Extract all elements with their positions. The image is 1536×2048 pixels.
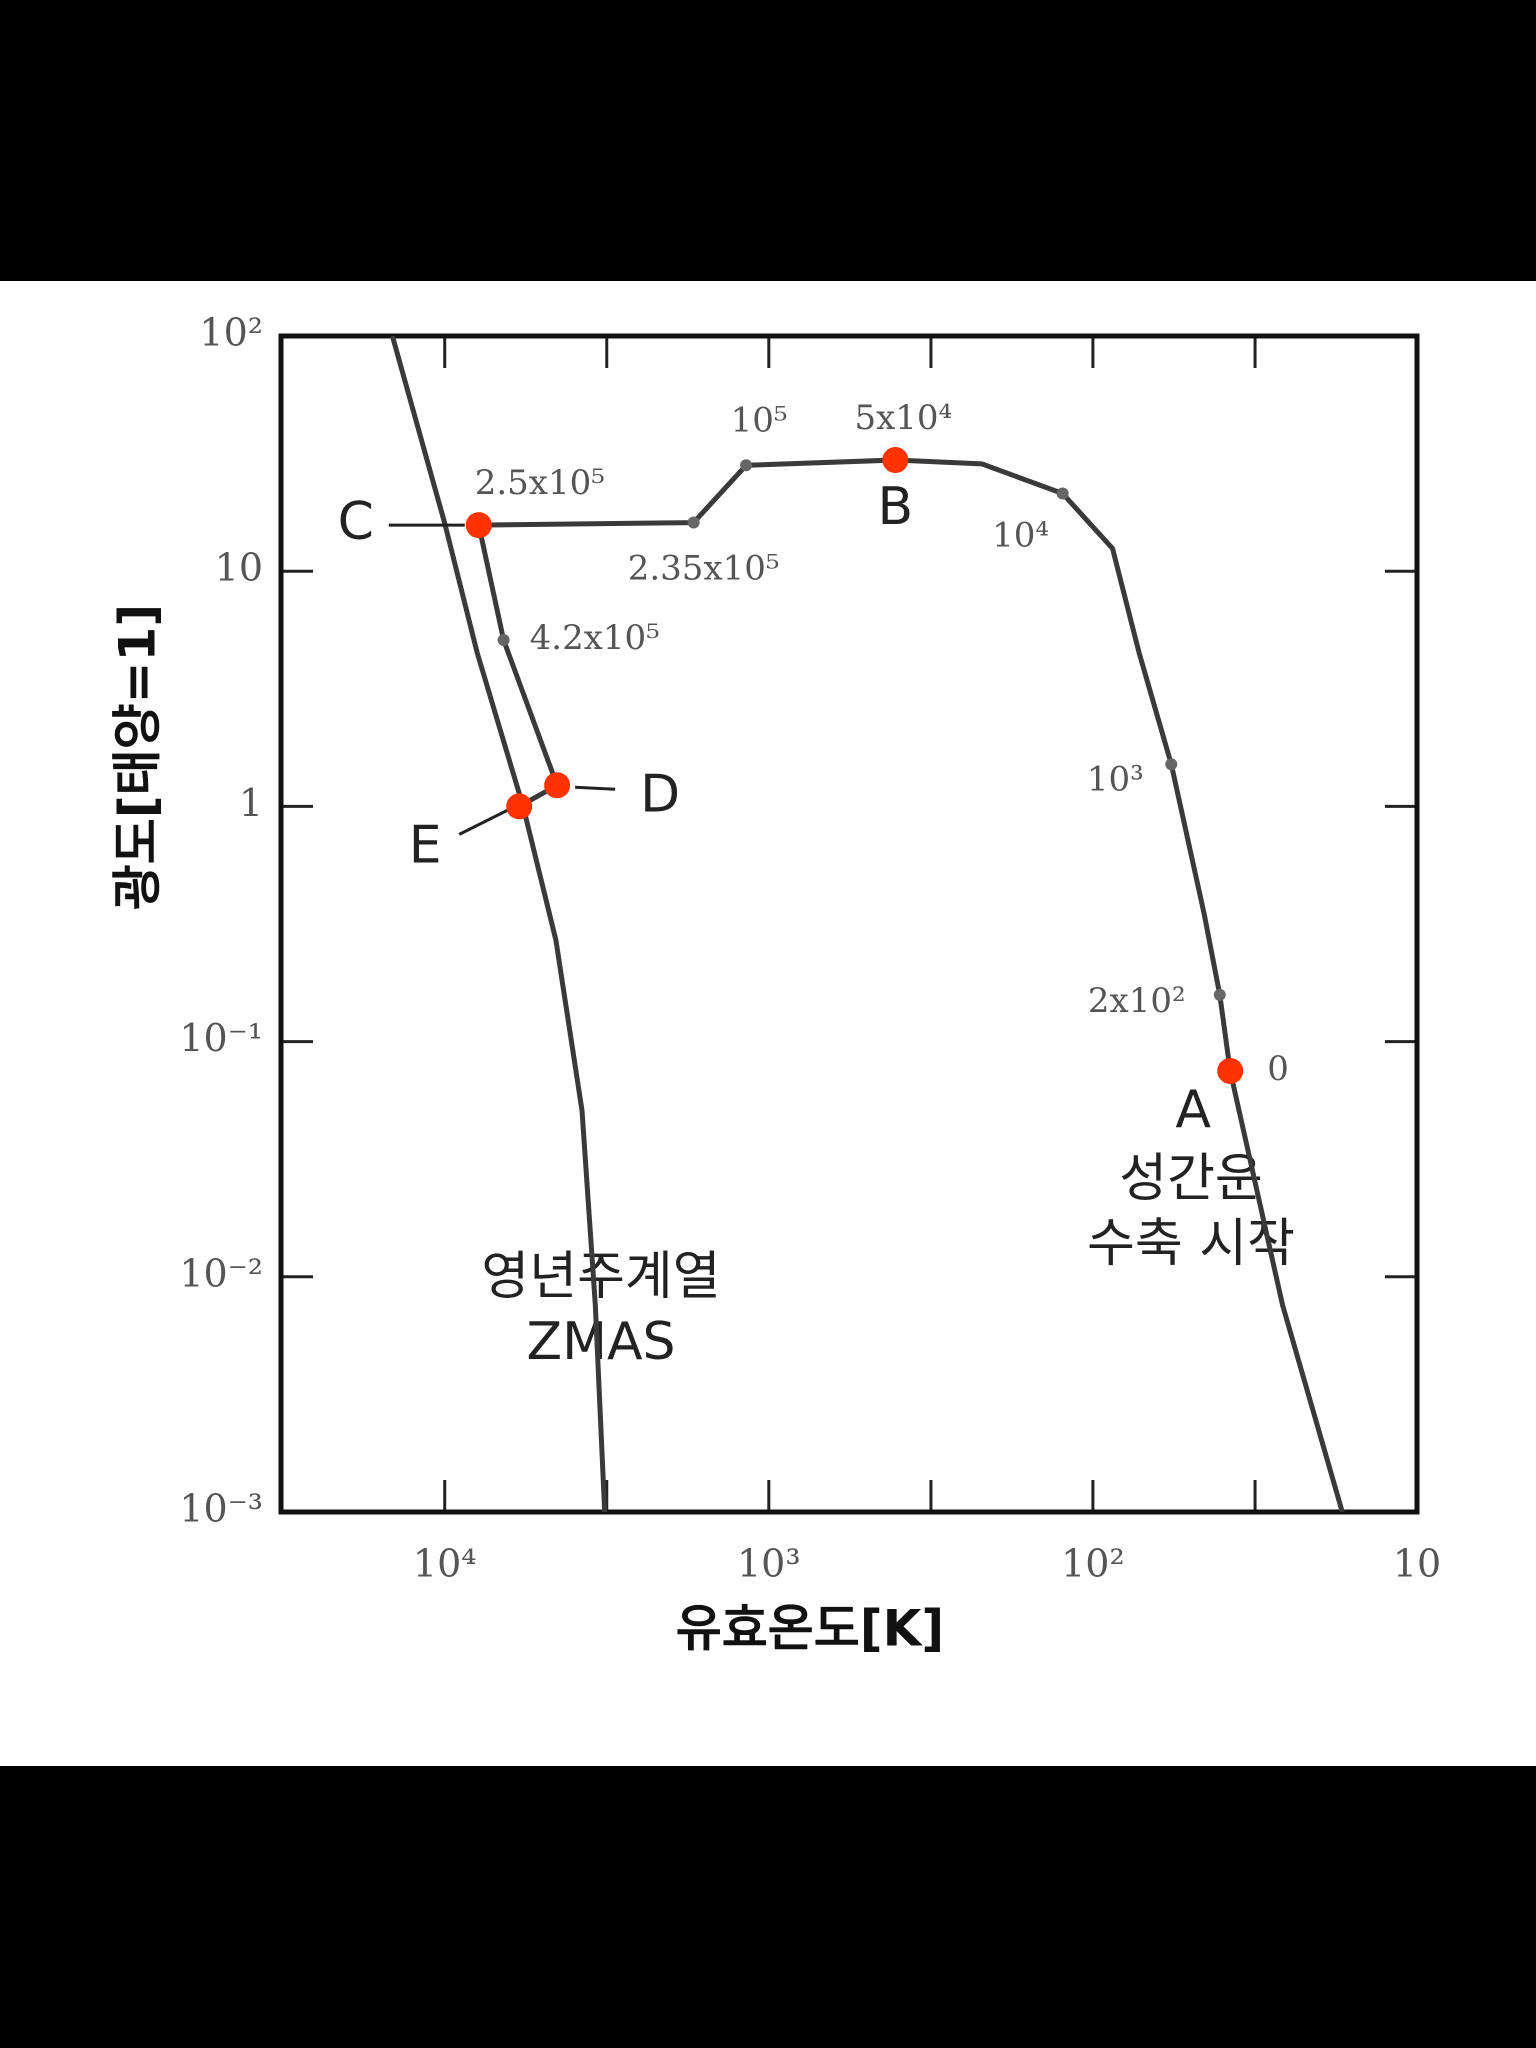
annotation: 성간운 [1119,1149,1263,1209]
x-tick-label: 10⁴ [413,1542,477,1586]
y-tick-label: 10² [199,311,263,355]
stage-point [506,793,533,820]
age-label: 2.35x10⁵ [628,549,780,589]
stage-point [465,512,492,539]
x-tick-label: 10² [1061,1542,1125,1586]
stage-age-label: 0 [1267,1049,1289,1089]
annotation: ZMAS [526,1312,675,1372]
leader-line [575,785,616,791]
series-line [389,336,608,1512]
age-label: 2x10² [1088,981,1186,1021]
stage-point [1217,1057,1244,1084]
stage-label: A [1175,1080,1211,1140]
stage-point [882,447,909,474]
y-axis-label: 광도[태양=1] [109,604,167,910]
age-point [1213,988,1226,1001]
x-tick-label: 10 [1393,1542,1441,1586]
y-tick-label: 10⁻² [179,1251,263,1295]
age-label: 4.2x10⁵ [530,618,660,658]
annotation: 영년주계열 [481,1247,720,1307]
y-tick-label: 10⁻¹ [179,1016,263,1060]
annotation: 수축 시작 [1087,1214,1295,1274]
chart-background [0,281,1536,1766]
stage-label: C [338,492,374,552]
y-tick-label: 10 [215,546,263,590]
x-tick-label: 10³ [737,1542,801,1586]
age-point [740,459,753,472]
stage-label: E [409,815,442,875]
plot-frame [278,333,1420,1515]
stage-point [544,772,571,799]
y-tick-label: 10⁻³ [179,1487,263,1531]
leader-line [458,809,508,836]
age-point [687,516,700,529]
y-tick-label: 1 [239,781,263,825]
stage-age-label: 2.5x10⁵ [475,463,605,503]
age-point [1056,487,1069,500]
age-label: 10⁵ [731,400,788,440]
x-axis-label: 유효온도[K] [676,1600,944,1658]
stage-label: B [877,477,913,537]
stage-age-label: 5x10⁴ [854,398,952,438]
stage-label: D [640,764,680,824]
age-point [497,633,510,646]
age-point [1165,758,1178,771]
age-label: 10³ [1087,759,1144,799]
age-label: 10⁴ [992,515,1049,555]
